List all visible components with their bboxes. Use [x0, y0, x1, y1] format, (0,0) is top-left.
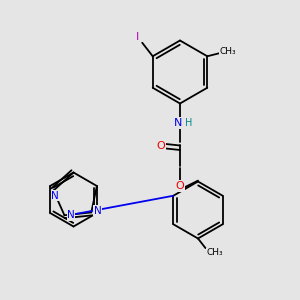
Text: I: I — [136, 32, 139, 42]
Text: N: N — [94, 206, 102, 216]
Text: CH₃: CH₃ — [219, 47, 236, 56]
Text: O: O — [176, 181, 184, 191]
Text: N: N — [67, 210, 75, 220]
Text: H: H — [185, 118, 193, 128]
Text: O: O — [157, 141, 166, 151]
Text: N: N — [173, 118, 182, 128]
Text: CH₃: CH₃ — [206, 248, 223, 257]
Text: N: N — [51, 191, 59, 201]
